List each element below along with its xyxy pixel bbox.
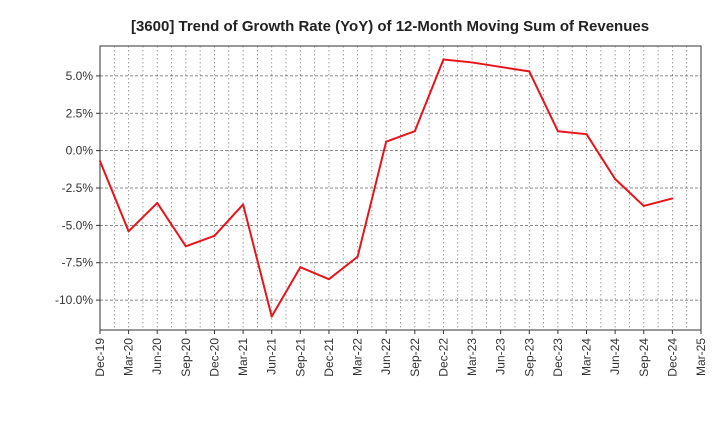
data-point [642,204,645,207]
grid [99,46,702,330]
data-point [213,234,216,237]
y-tick-label: -10.0% [55,293,93,307]
x-tick-label: Jun-21 [265,338,279,375]
data-point [471,61,474,64]
data-point [327,278,330,281]
x-tick-label: Mar-22 [351,338,365,376]
data-point [156,201,159,204]
data-point [242,203,245,206]
x-tick-label: Mar-24 [580,338,594,376]
y-tick-label: 5.0% [66,69,94,83]
data-point [442,58,445,61]
data-point [99,160,101,163]
x-tick-label: Mar-25 [694,338,708,376]
y-tick-label: 0.0% [66,144,94,158]
x-tick-label: Jun-24 [608,338,622,375]
data-point [356,255,359,258]
data-point [270,315,273,318]
x-tick-label: Mar-21 [236,338,250,376]
data-point [127,230,130,233]
x-tick-label: Dec-23 [551,338,565,377]
series-layer [99,58,674,318]
y-axis: 5.0% 2.5% 0.0% -2.5% -5.0% -7.5% -10.0% [55,69,100,307]
y-tick-label: -7.5% [62,256,94,270]
x-tick-label: Dec-19 [93,338,107,377]
data-point [385,140,388,143]
x-tick-label: Sep-24 [637,338,651,377]
data-point [528,70,531,73]
data-point [585,133,588,136]
x-tick-label: Jun-22 [379,338,393,375]
data-point [671,197,674,200]
data-point [556,130,559,133]
x-tick-label: Dec-20 [207,338,221,377]
x-tick-label: Mar-20 [122,338,136,376]
x-tick-label: Dec-21 [322,338,336,377]
x-tick-label: Sep-20 [179,338,193,377]
x-tick-label: Dec-22 [436,338,450,377]
data-point [299,266,302,269]
x-tick-label: Dec-24 [665,338,679,377]
data-point [413,130,416,133]
x-tick-label: Jun-23 [494,338,508,375]
y-tick-label: -5.0% [62,218,94,232]
x-tick-label: Sep-23 [522,338,536,377]
x-axis: Dec-19 Mar-20 Jun-20 Sep-20 Dec-20 Mar-21 Jun-… [93,330,708,377]
data-point [499,65,502,68]
y-tick-label: 2.5% [66,106,94,120]
data-point [614,178,617,181]
x-tick-label: Jun-20 [150,338,164,375]
y-tick-label: -2.5% [62,181,94,195]
x-tick-label: Mar-23 [465,338,479,376]
chart-title: [3600] Trend of Growth Rate (YoY) of 12-… [131,18,649,35]
x-tick-label: Sep-22 [408,338,422,377]
data-point [184,245,187,248]
x-tick-label: Sep-21 [293,338,307,377]
